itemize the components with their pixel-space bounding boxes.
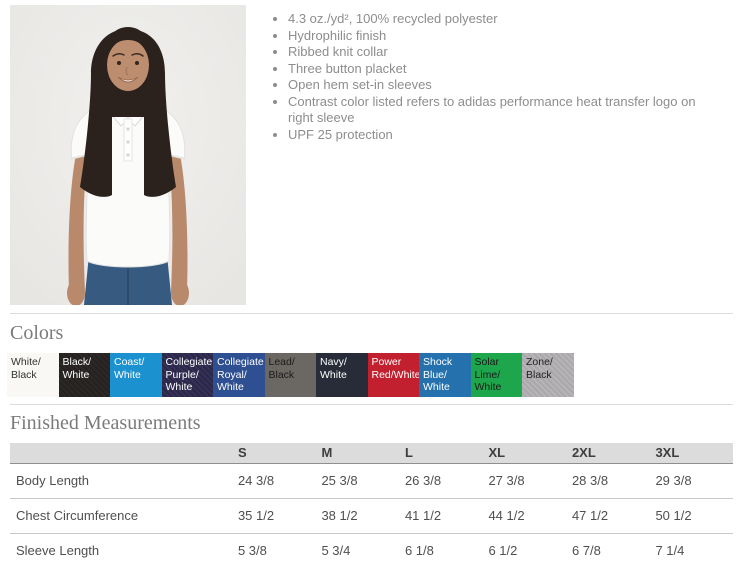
measurement-value-cell: 29 3/8 [649,463,733,499]
section-divider [10,313,733,314]
measurement-row: Chest Circumference 35 1/2 38 1/2 41 1/2 44 … [10,498,733,534]
measurement-value-cell: 26 3/8 [398,463,483,499]
size-column-header-l: L [398,443,483,464]
measurement-value-cell: 35 1/2 [231,498,316,534]
measurement-value-cell: 47 1/2 [565,498,650,534]
measurement-value-cell: 5 3/4 [321,543,351,558]
color-swatch-strip: White/ Black Black/ White Coast/ White Coll… [7,353,733,397]
color-swatch-solar-lime-white: Solar Lime/ White [470,353,522,397]
measurement-value-cell: 6 7/8 [571,543,601,558]
feature-list: 4.3 oz./yd², 100% recycled polyesterHydr… [272,11,724,305]
measurement-value-cell: 41 1/2 [398,498,483,534]
color-swatch-shock-blue-white: Shock Blue/ White [419,353,471,397]
measurement-value-cell: 24 3/8 [231,463,316,499]
color-swatch-collegiate-royal-white: Collegiate Royal/ White [213,353,265,397]
measurement-value-cell: 50 1/2 [649,498,733,534]
measurement-value-cell: 5 3/8 [237,543,267,558]
color-swatch-black-white: Black/ White [58,353,110,397]
size-column-header-s: S [231,443,316,464]
measurement-value-cell: 38 1/2 [315,498,399,534]
section-divider [10,404,733,405]
feature-item: Open hem set-in sleeves [288,77,716,94]
feature-item: UPF 25 protection [288,127,716,144]
colors-section-title: Colors [10,322,64,344]
size-column-header-2xl: 2XL [565,443,650,464]
size-column-header-xl: XL [482,443,566,464]
feature-item: Ribbed knit collar [288,44,716,61]
color-swatch-lead-black: Lead/ Black [264,353,316,397]
feature-item: Three button placket [288,61,716,78]
empty-column-header [10,443,232,464]
measurements-section-title: Finished Measurements [10,412,201,434]
color-swatch-navy-white: Navy/ White [316,353,368,397]
measurements-header-row: S M L XL 2XL 3XL [10,443,733,464]
measurement-row-label: Sleeve Length [16,543,100,558]
measurement-row: Body Length 24 3/8 25 3/8 26 3/8 27 3/8 28 3/… [10,463,733,499]
color-swatch-power-red-white: Power Red/White [367,353,419,397]
measurement-value-cell: 6 1/8 [404,543,434,558]
color-swatch-collegiate-purple-white: Collegiate Purple/ White [161,353,213,397]
color-swatch-coast-white: Coast/ White [110,353,162,397]
product-photo [10,5,246,306]
feature-item: Contrast color listed refers to adidas p… [288,94,716,127]
feature-item: Hydrophilic finish [288,28,716,45]
color-swatch-zone-black: Zone/ Black [522,353,574,397]
measurement-value-cell: 7 1/4 [655,543,685,558]
measurement-value-cell: 6 1/2 [488,543,518,558]
size-column-header-3xl: 3XL [649,443,733,464]
measurements-table: S M L XL 2XL 3XL Body Length 24 3/8 25 3/8 26 3/… [10,443,733,568]
measurement-value-cell: 44 1/2 [482,498,566,534]
measurement-row: Sleeve Length 5 3/8 5 3/4 6 1/8 6 1/2 6 7/8 7 … [10,534,733,569]
measurement-value-cell: 27 3/8 [482,463,566,499]
measurements-body: Body Length 24 3/8 25 3/8 26 3/8 27 3/8 28 3/… [10,463,733,569]
model-photo-illustration [10,5,246,306]
measurement-value-cell: 28 3/8 [565,463,650,499]
product-overview-section: 4.3 oz./yd², 100% recycled polyesterHydr… [10,0,733,306]
color-swatch-white-black: White/ Black [7,353,59,397]
measurement-value-cell: 25 3/8 [315,463,399,499]
feature-item: 4.3 oz./yd², 100% recycled polyester [288,11,716,28]
size-column-header-m: M [315,443,399,464]
measurement-row-label: Body Length [10,463,232,499]
measurement-row-label: Chest Circumference [10,498,232,534]
